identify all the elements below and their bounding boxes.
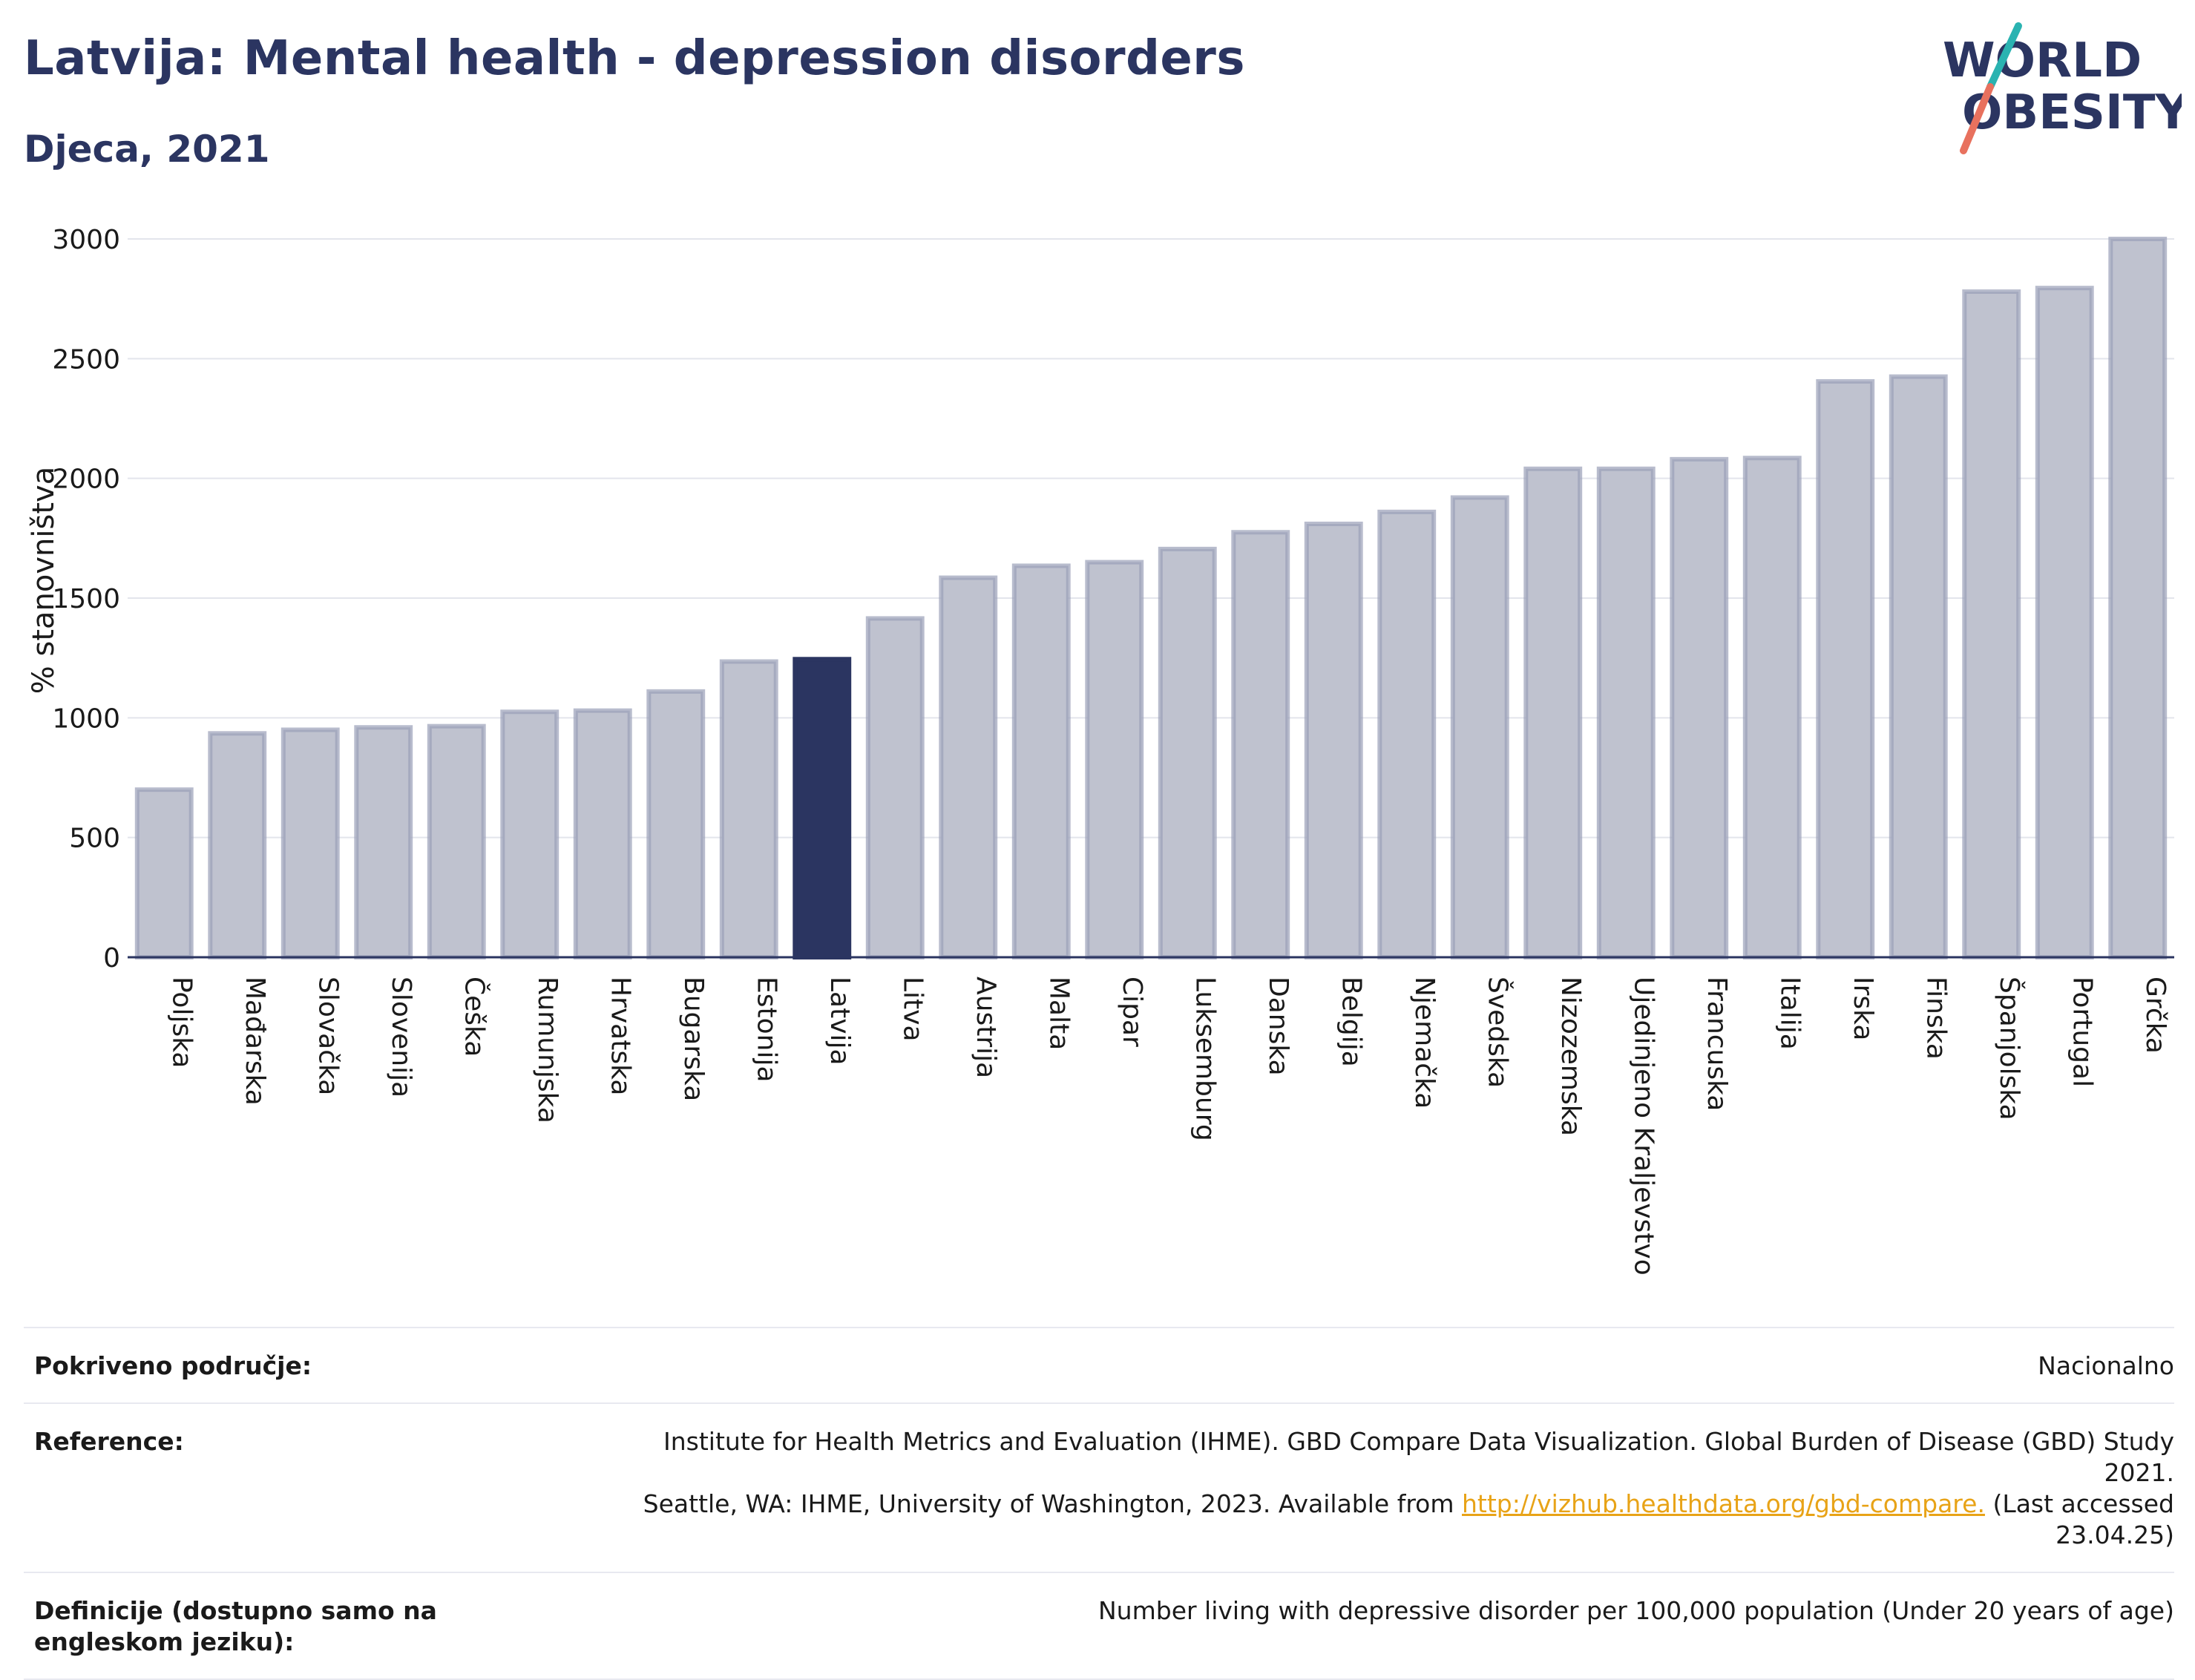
page-subtitle: Djeca, 2021	[24, 128, 270, 171]
footer-row-coverage: Pokriveno područje: Nacionalno	[24, 1327, 2174, 1402]
bar	[1816, 378, 1875, 959]
reference-link[interactable]: http://vizhub.healthdata.org/gbd-compare…	[1462, 1489, 1985, 1518]
x-tick-label: Italija	[1774, 977, 1805, 1050]
x-tick-label: Austrija	[971, 977, 1001, 1078]
x-tick-label: Estonija	[751, 977, 781, 1083]
x-tick-label: Njemačka	[1409, 977, 1440, 1109]
x-tick-label: Belgija	[1336, 977, 1366, 1067]
bar	[1231, 530, 1290, 959]
x-tick-label: Malta	[1043, 977, 1074, 1050]
bar	[1158, 546, 1217, 959]
logo-line1: WORLD	[1943, 33, 2142, 88]
definition-value: Number living with depressive disorder p…	[1098, 1596, 2174, 1625]
logo-slash-teal	[1986, 22, 2022, 91]
footer-row-reference: Reference: Institute for Health Metrics …	[24, 1402, 2174, 1572]
x-tick-label: Slovačka	[312, 977, 343, 1095]
x-tick-label: Cipar	[1117, 977, 1147, 1047]
x-tick-label: Nizozemska	[1555, 977, 1586, 1136]
bar	[2035, 286, 2094, 959]
reference-label: Reference:	[34, 1427, 184, 1456]
x-tick-label: Španjolska	[1994, 977, 2025, 1120]
bar	[1377, 509, 1437, 959]
bar	[1523, 466, 1583, 959]
x-tick-label: Portugal	[2067, 977, 2097, 1087]
definition-label: Definicije (dostupno samo na engleskom j…	[34, 1596, 437, 1656]
bar	[280, 727, 340, 959]
bar	[1304, 521, 1363, 959]
y-tick-label: 0	[103, 943, 120, 974]
bar-chart: 0 500 1000 1500 2000 2500 3000 Poljska Mađarska S…	[27, 225, 2174, 1276]
x-tick-label: Hrvatska	[605, 977, 635, 1095]
bar	[354, 725, 413, 959]
bar	[793, 657, 852, 960]
coverage-label: Pokriveno područje:	[34, 1351, 312, 1380]
y-tick-label: 2000	[52, 465, 120, 495]
bar	[500, 709, 560, 959]
bar	[1670, 456, 1729, 959]
x-tick-label: Latvija	[824, 977, 855, 1066]
y-tick-label: 500	[69, 824, 120, 854]
bar	[573, 708, 632, 959]
x-tick-label: Švedska	[1482, 977, 1513, 1088]
bars	[134, 237, 2168, 960]
reference-value: Institute for Health Metrics and Evaluat…	[616, 1426, 2174, 1551]
bar	[1450, 495, 1509, 959]
bar	[208, 731, 267, 959]
bar	[1085, 560, 1144, 959]
logo-line2: OBESITY	[1962, 85, 2182, 140]
footer-table: Pokriveno područje: Nacionalno Reference…	[24, 1327, 2174, 1680]
y-tick-label: 1000	[52, 703, 120, 734]
reference-line1: Institute for Health Metrics and Evaluat…	[663, 1427, 2174, 1487]
reference-line2: Seattle, WA: IHME, University of Washing…	[616, 1489, 2174, 1551]
axes: 0 500 1000 1500 2000 2500 3000 Poljska Mađarska S…	[52, 225, 2174, 1276]
bar	[1889, 374, 1948, 959]
x-tick-label: Danska	[1263, 977, 1293, 1076]
x-tick-label: Slovenija	[386, 977, 416, 1097]
bar	[427, 723, 486, 959]
bar	[134, 787, 194, 959]
x-tick-label: Litva	[897, 977, 928, 1042]
logo-slash-coral	[1960, 83, 1994, 154]
x-tick-label: Mađarska	[240, 977, 270, 1106]
bar	[1596, 466, 1656, 959]
reference-line2-post: (Last accessed 23.04.25)	[1984, 1489, 2174, 1549]
x-tick-label: Bugarska	[678, 977, 709, 1101]
page-title: Latvija: Mental health - depression diso…	[24, 31, 1245, 86]
reference-line2-pre: Seattle, WA: IHME, University of Washing…	[643, 1489, 1462, 1518]
x-tick-label: Luksemburg	[1190, 977, 1220, 1141]
y-tick-label: 1500	[52, 584, 120, 614]
y-axis-label: % stanovništva	[27, 467, 61, 694]
coverage-value: Nacionalno	[2038, 1351, 2174, 1380]
x-tick-label: Ujedinjeno Kraljevstvo	[1628, 977, 1658, 1276]
y-tick-label: 3000	[52, 225, 120, 255]
x-tick-label: Finska	[1920, 977, 1951, 1060]
bar	[719, 659, 778, 959]
x-tick-label: Francuska	[1702, 977, 1732, 1111]
footer-row-definition: Definicije (dostupno samo na engleskom j…	[24, 1572, 2174, 1680]
bar	[2108, 237, 2168, 959]
x-tick-label: Grčka	[2140, 977, 2171, 1054]
x-tick-label: Rumunjska	[532, 977, 562, 1123]
y-tick-label: 2500	[52, 344, 120, 375]
x-tick-label: Poljska	[166, 977, 197, 1069]
world-obesity-logo: WORLD OBESITY	[1943, 22, 2182, 154]
x-tick-label: Češka	[459, 977, 490, 1057]
bar	[646, 689, 706, 960]
bar	[1962, 289, 2021, 959]
x-tick-label: Irska	[1848, 977, 1878, 1040]
bar	[1742, 456, 1802, 959]
bar	[1011, 563, 1071, 959]
bar	[939, 575, 998, 959]
bar	[865, 616, 925, 960]
